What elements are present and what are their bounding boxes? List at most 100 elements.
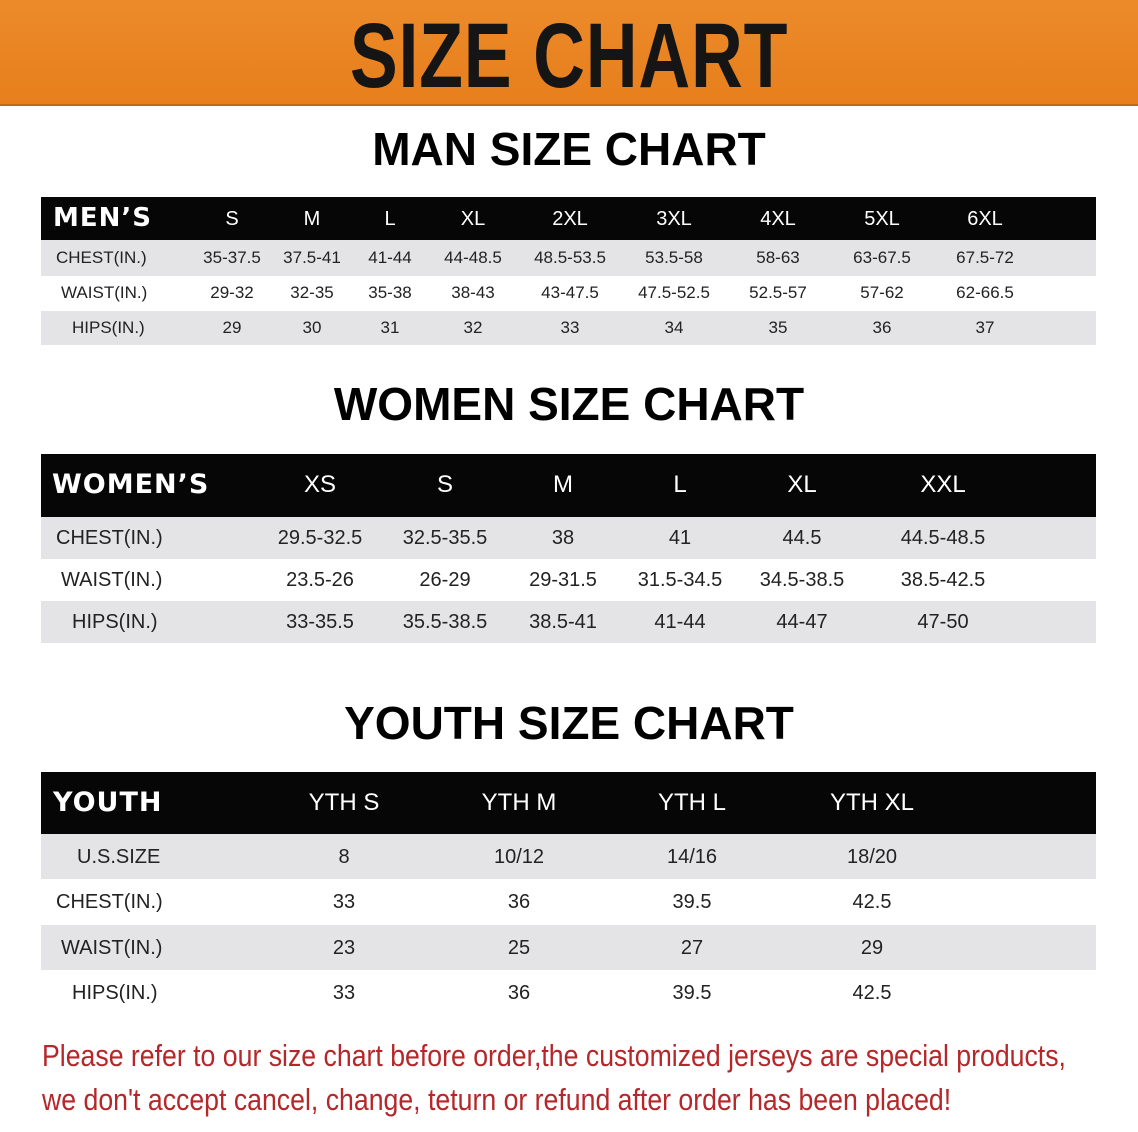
table-cell: 33-35.5 [286, 611, 354, 633]
table-cell: 33 [332, 891, 356, 913]
table-cell: 62-66.5 [956, 283, 1014, 303]
size-column-header: S [225, 207, 239, 230]
table-cell: 37 [975, 317, 995, 337]
table-cell: 29 [860, 936, 884, 959]
table-cell: 36 [507, 981, 531, 1004]
size-column-header: 4XL [760, 207, 796, 230]
table-cell: 43-47.5 [541, 283, 599, 303]
table-cell: 52.5-57 [749, 283, 807, 303]
table-cell: 29-31.5 [529, 569, 597, 591]
table-cell: 39.5 [672, 981, 712, 1004]
table-row: U.S.SIZE 8 10/12 14/16 18/20 [41, 834, 1096, 879]
table-row: CHEST(IN.) 33 36 39.5 42.5 [41, 879, 1096, 925]
table-cell: 36 [507, 891, 531, 913]
table-header-row: MEN’S S M L XL 2XL 3XL 4XL 5XL 6XL [41, 197, 1096, 240]
men-size-table: MEN’S S M L XL 2XL 3XL 4XL 5XL 6XL CHEST(IN.) 35-37… [41, 197, 1096, 345]
size-column-header: XS [303, 471, 337, 499]
header-label: YOUTH [53, 786, 163, 818]
table-cell: 38.5-42.5 [900, 569, 986, 591]
table-cell: 29-32 [210, 283, 254, 303]
table-cell: 48.5-53.5 [534, 247, 606, 267]
table-cell: 31.5-34.5 [637, 569, 723, 591]
table-cell: 38-43 [451, 283, 495, 303]
table-header-row: WOMEN’S XS S M L XL XXL [41, 454, 1096, 517]
row-label: CHEST(IN.) [56, 891, 163, 913]
table-header-row: YOUTH YTH S YTH M YTH L YTH XL [41, 772, 1096, 834]
table-cell: 34 [664, 317, 684, 337]
table-row: CHEST(IN.) 29.5-32.5 32.5-35.5 38 41 44.5 44.5… [41, 517, 1096, 559]
table-cell: 57-62 [860, 283, 904, 303]
table-cell: 67.5-72 [956, 247, 1014, 267]
table-cell: 41-44 [368, 247, 412, 267]
table-cell: 37.5-41 [283, 247, 341, 267]
table-cell: 31 [380, 317, 400, 337]
size-column-header: XL [787, 471, 817, 499]
table-cell: 38 [551, 527, 575, 549]
table-cell: 42.5 [852, 891, 892, 913]
size-column-header: YTH S [308, 788, 380, 816]
row-label: HIPS(IN.) [72, 317, 145, 337]
table-cell: 36 [872, 317, 892, 337]
table-cell: 41-44 [654, 611, 706, 633]
women-size-table: WOMEN’S XS S M L XL XXL CHEST(IN.) 29.5-32.5 32.5… [41, 454, 1096, 643]
youth-section-title: YOUTH SIZE CHART [344, 697, 794, 749]
size-column-header: YTH XL [829, 788, 915, 816]
table-cell: 44.5 [782, 527, 822, 549]
table-cell: 35-37.5 [203, 247, 261, 267]
size-chart-banner: SIZE CHART [0, 0, 1138, 107]
row-label: WAIST(IN.) [61, 283, 148, 303]
banner-title: SIZE CHART [349, 5, 789, 107]
row-label: CHEST(IN.) [56, 527, 163, 549]
table-row: WAIST(IN.) 23.5-26 26-29 29-31.5 31.5-34.5 34… [41, 559, 1096, 601]
table-cell: 27 [680, 936, 704, 959]
table-cell: 63-67.5 [853, 247, 911, 267]
table-cell: 39.5 [672, 891, 712, 913]
table-cell: 26-29 [419, 569, 471, 591]
row-label: HIPS(IN.) [72, 981, 158, 1004]
table-cell: 32-35 [290, 283, 334, 303]
row-label: CHEST(IN.) [56, 247, 147, 267]
table-cell: 47-50 [917, 611, 969, 633]
table-cell: 32 [463, 317, 483, 337]
table-cell: 34.5-38.5 [759, 569, 845, 591]
notice-line-1: Please refer to our size chart before or… [42, 1038, 1066, 1073]
size-column-header: 2XL [552, 207, 588, 230]
size-column-header: YTH M [481, 788, 557, 816]
row-label: WAIST(IN.) [61, 936, 163, 959]
row-label: WAIST(IN.) [61, 569, 163, 591]
youth-size-table: YOUTH YTH S YTH M YTH L YTH XL U.S.SIZE 8 10/12… [41, 772, 1096, 1015]
size-column-header: YTH L [657, 788, 727, 816]
table-cell: 29 [222, 317, 242, 337]
table-row: HIPS(IN.) 29 30 31 32 33 34 35 36 37 [41, 311, 1096, 345]
table-cell: 44-47 [776, 611, 828, 633]
table-cell: 8 [338, 845, 350, 868]
header-label: MEN’S [53, 202, 152, 233]
table-cell: 35-38 [368, 283, 412, 303]
table-cell: 23 [332, 936, 356, 959]
table-cell: 18/20 [846, 845, 898, 868]
table-row: WAIST(IN.) 29-32 32-35 35-38 38-43 43-47.5 47.… [41, 276, 1096, 311]
table-cell: 32.5-35.5 [402, 527, 488, 549]
size-column-header: L [673, 471, 687, 499]
men-section-title: MAN SIZE CHART [372, 123, 766, 175]
table-cell: 42.5 [852, 981, 892, 1004]
row-label: HIPS(IN.) [72, 611, 158, 633]
table-cell: 33 [560, 317, 580, 337]
size-column-header: S [436, 471, 454, 499]
table-row: HIPS(IN.) 33 36 39.5 42.5 [41, 970, 1096, 1015]
table-cell: 10/12 [493, 845, 545, 868]
table-row: WAIST(IN.) 23 25 27 29 [41, 925, 1096, 970]
size-column-header: 5XL [864, 207, 900, 230]
table-cell: 44.5-48.5 [900, 527, 986, 549]
women-section-title: WOMEN SIZE CHART [333, 378, 805, 430]
table-cell: 47.5-52.5 [638, 283, 710, 303]
size-column-header: 6XL [967, 207, 1003, 230]
row-label: U.S.SIZE [77, 845, 161, 868]
size-column-header: L [384, 207, 396, 230]
size-column-header: XXL [920, 471, 966, 499]
table-cell: 35 [768, 317, 788, 337]
table-cell: 29.5-32.5 [277, 527, 363, 549]
table-cell: 33 [332, 981, 356, 1004]
table-cell: 30 [302, 317, 322, 337]
size-column-header: XL [460, 207, 486, 230]
